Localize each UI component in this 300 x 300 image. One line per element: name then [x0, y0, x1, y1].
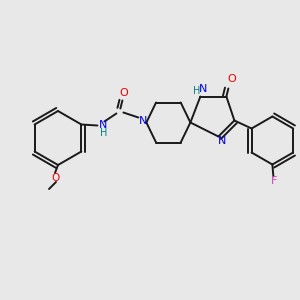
Text: F: F — [271, 176, 278, 187]
Text: O: O — [52, 173, 60, 183]
Text: H: H — [193, 86, 200, 97]
Text: O: O — [227, 74, 236, 85]
Text: H: H — [100, 128, 107, 137]
Text: N: N — [99, 121, 108, 130]
Text: N: N — [218, 136, 226, 146]
Text: O: O — [119, 88, 128, 98]
Text: N: N — [139, 116, 148, 125]
Text: N: N — [199, 85, 208, 94]
